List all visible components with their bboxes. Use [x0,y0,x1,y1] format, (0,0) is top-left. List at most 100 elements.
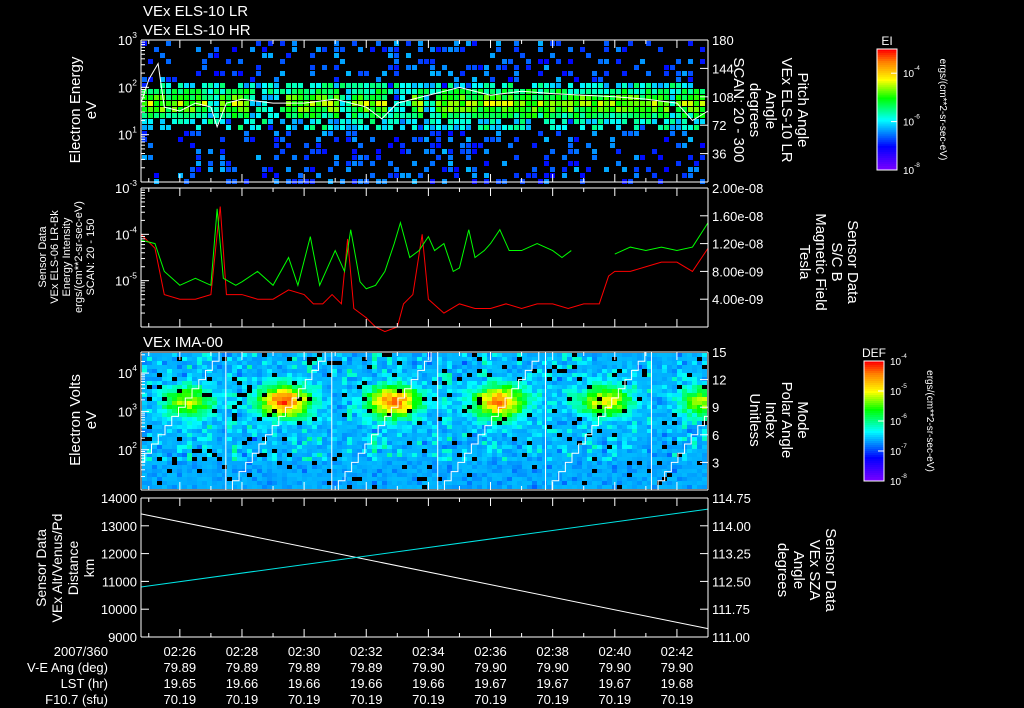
spectrogram-cell [402,469,407,473]
spectrogram-cell [657,453,662,457]
spectrogram-cell [412,381,417,385]
spectrogram-cell [342,357,347,361]
spectrogram-cell [462,393,467,397]
spectrogram-cell [247,353,252,357]
spectrogram-cell [647,357,652,361]
spectrogram-cell [402,457,407,461]
spectrogram-cell [672,357,677,361]
spectrogram-cell [382,353,387,357]
spectrogram-cell [562,461,567,465]
spectrogram-cell [647,445,652,449]
spectrogram-cell [432,469,437,473]
spectrogram-cell [522,481,527,485]
spectrogram-cell [537,417,542,421]
spectrogram-cell [567,413,572,417]
spectrogram-cell [627,457,632,461]
spectrogram-cell [214,119,219,124]
spectrogram-cell [162,421,167,425]
spectrogram-cell [487,449,492,453]
spectrogram-cell [347,429,352,433]
spectrogram-cell [492,441,497,445]
spectrogram-cell [432,397,437,401]
spectrogram-cell [292,365,297,369]
spectrogram-cell [442,65,447,70]
spectrogram-cell [157,353,162,357]
spectrogram-cell [192,425,197,429]
spectrogram-cell [392,425,397,429]
spectrogram-cell [477,469,482,473]
spectrogram-cell [424,149,429,154]
spectrogram-cell [407,397,412,401]
spectrogram-cell [492,353,497,357]
spectrogram-cell [317,397,322,401]
spectrogram-cell [652,119,657,124]
spectrogram-cell [454,173,459,178]
spectrogram-cell [187,397,192,401]
spectrogram-cell [612,457,617,461]
spectrogram-cell [142,361,147,365]
spectrogram-cell [392,413,397,417]
spectrogram-cell [667,477,672,481]
spectrogram-cell [482,453,487,457]
spectrogram-cell [552,441,557,445]
spectrogram-cell [586,167,591,172]
spectrogram-cell [664,107,669,112]
spectrogram-cell [667,481,672,485]
spectrogram-cell [358,89,363,94]
spectrogram-cell [232,481,237,485]
spectrogram-cell [460,71,465,76]
spectrogram-cell [622,369,627,373]
spectrogram-cell [687,429,692,433]
spectrogram-cell [577,453,582,457]
spectrogram-cell [677,401,682,405]
spectrogram-cell [496,137,501,142]
spectrogram-cell [527,469,532,473]
spectrogram-cell [272,453,277,457]
spectrogram-cell [547,449,552,453]
spectrogram-cell [487,425,492,429]
spectrogram-cell [417,361,422,365]
title-els-hr: VEx ELS-10 HR [143,22,251,39]
spectrogram-cell [652,397,657,401]
spectrogram-cell [287,441,292,445]
spectrogram-cell [272,481,277,485]
spectrogram-cell [397,361,402,365]
spectrogram-cell [392,473,397,477]
spectrogram-cell [227,473,232,477]
spectrogram-cell [287,401,292,405]
spectrogram-cell [677,425,682,429]
spectrogram-cell [586,107,591,112]
spectrogram-cell [202,457,207,461]
spectrogram-cell [257,433,262,437]
spectrogram-cell [292,441,297,445]
spectrogram-cell [562,385,567,389]
spectrogram-cell [472,425,477,429]
spectrogram-cell [538,83,543,88]
spectrogram-cell [190,107,195,112]
spectrogram-cell [617,485,622,489]
spectrogram-cell [527,429,532,433]
spectrogram-cell [272,357,277,361]
spectrogram-cell [197,477,202,481]
spectrogram-cell [286,131,291,136]
spectrogram-cell [307,449,312,453]
spectrogram-cell [328,119,333,124]
spectrogram-cell [392,353,397,357]
spectrogram-cell [617,469,622,473]
spectrogram-cell [642,437,647,441]
spectrogram-cell [232,365,237,369]
spectrogram-cell [682,357,687,361]
spectrogram-cell [522,417,527,421]
spectrogram-cell [422,457,427,461]
spectrogram-cell [412,481,417,485]
spectrogram-cell [242,409,247,413]
spectrogram-cell [437,413,442,417]
spectrogram-cell [274,95,279,100]
spectrogram-cell [617,393,622,397]
spectrogram-cell [492,365,497,369]
spectrogram-cell [557,457,562,461]
spectrogram-cell [142,365,147,369]
spectrogram-cell [617,465,622,469]
spectrogram-cell [442,465,447,469]
spectrogram-cell [242,401,247,405]
